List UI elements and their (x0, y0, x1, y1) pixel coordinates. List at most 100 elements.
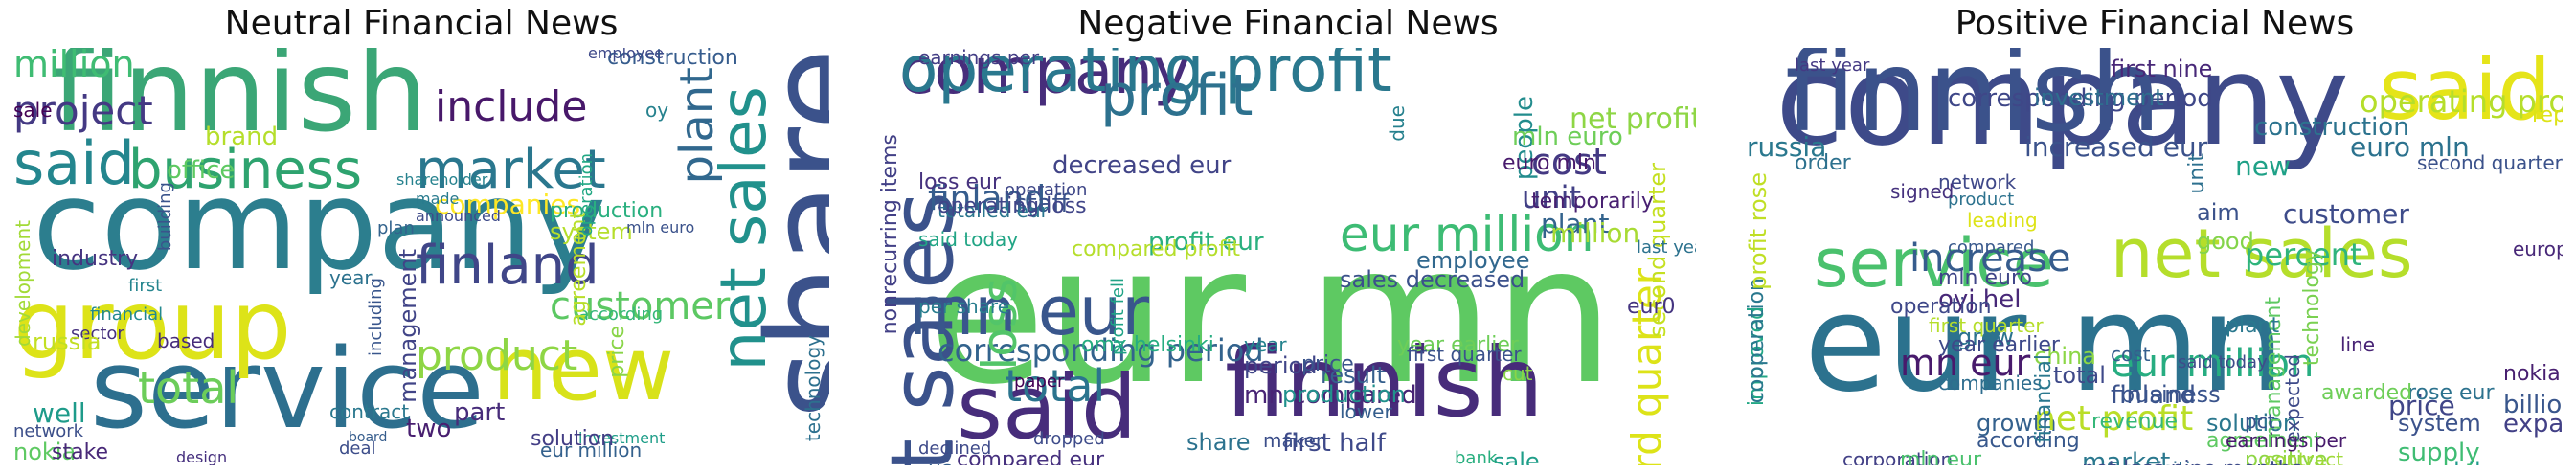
cloud-word: sales decreased (1340, 266, 1525, 293)
cloud-word: eur million (540, 439, 643, 462)
cloud-word: system (550, 218, 633, 245)
cloud-word: new (492, 318, 675, 420)
cloud-word: china (2034, 343, 2096, 370)
cloud-word: revenue (2091, 410, 2179, 434)
cloud-word: product (1948, 190, 2015, 210)
cloud-word: increased eur (2024, 131, 2208, 163)
cloud-word: companies (1938, 372, 2043, 394)
cloud-word: new (2235, 150, 2291, 182)
panel-title: Neutral Financial News (224, 4, 619, 43)
cloud-word: year (329, 266, 373, 289)
cloud-word: deal (339, 439, 376, 459)
cloud-word: operating profit (899, 48, 1392, 106)
cloud-word: mobile (2417, 460, 2495, 465)
cloud-word: investment (2034, 84, 2164, 111)
cloud-word: office (167, 156, 236, 185)
cloud-word: compared profit (1072, 237, 1240, 261)
cloud-word: building (155, 182, 175, 252)
cloud-word: net loss nine months (2082, 460, 2302, 466)
cloud-word: contract (2264, 448, 2344, 465)
cloud-word: percent (2245, 236, 2362, 273)
cloud-word: including (366, 278, 386, 356)
cloud-word: mln euro (1512, 123, 1623, 151)
cloud-word: good (2197, 228, 2254, 255)
cloud-word: service (1814, 224, 2054, 303)
cloud-word: technology (802, 335, 825, 442)
cloud-word: oyj hel (1938, 285, 2022, 314)
cloud-word: eur million (1340, 207, 1594, 262)
cloud-word: construction (607, 48, 738, 70)
cloud-word: share (1186, 429, 1251, 456)
cloud-word: company (33, 152, 607, 298)
cloud-word: cost (1531, 141, 1607, 183)
cloud-word: said (2379, 48, 2552, 139)
cloud-word: profit eur (1148, 228, 1264, 257)
cloud-word: customer (550, 284, 731, 328)
cloud-word: industry (52, 247, 139, 271)
cloud-word: design (176, 448, 228, 465)
cloud-word: plant (1541, 208, 1610, 239)
cloud-word: group (13, 269, 292, 381)
cloud-word: result (1321, 362, 1386, 389)
cloud-word: pct (2245, 410, 2275, 433)
cloud-word: signed (1890, 180, 1955, 203)
cloud-word: due (1386, 105, 1409, 142)
cloud-word: network (1938, 170, 2017, 193)
cloud-word: rose eur (2407, 381, 2495, 405)
cloud-word: finnish (1225, 327, 1545, 439)
cloud-word: finland (2111, 381, 2196, 410)
wordcloud-panel-negative: Negative Financial News company eur mn fin… (867, 0, 1709, 473)
cloud-word: said (13, 128, 135, 198)
cloud-word: per share (918, 295, 1010, 318)
cloud-word: nokia (13, 439, 77, 465)
cloud-word: omx helsinki (1081, 333, 1214, 357)
cloud-word: us (928, 460, 952, 466)
cloud-word: mn eur (909, 272, 1150, 350)
cloud-word: decreased eur (1052, 151, 1232, 180)
cloud-word: report (2532, 103, 2563, 127)
cloud-word: nokia (2503, 362, 2561, 386)
cloud-word: operating loss (938, 194, 1087, 218)
cloud-word: first (128, 276, 163, 296)
cloud-word: mln euro (1938, 266, 2032, 290)
cloud-word: mln euro (626, 218, 695, 236)
cloud-word: companies (435, 189, 581, 220)
cloud-word: second quarter (2417, 151, 2563, 174)
cloud-word: dropped (1033, 429, 1105, 449)
cloud-word: net sales (2111, 214, 2413, 293)
cloud-word: include (435, 82, 588, 131)
word-cloud: company eur mn finnish operating profit said… (880, 48, 1696, 465)
cloud-word: supply (2398, 439, 2480, 465)
cloud-word: agreement (2206, 429, 2322, 453)
cloud-word: grew (1957, 324, 2014, 350)
cloud-word: operating profit (2360, 83, 2563, 120)
cloud-word: eur million (2111, 342, 2315, 386)
cloud-word: operation (1890, 295, 1992, 319)
cloud-word: nonrecurring items (880, 134, 902, 335)
cloud-word: total (2053, 362, 2106, 389)
cloud-word: line (2340, 333, 2376, 356)
cloud-word: aim (2197, 199, 2240, 226)
cloud-word: market (416, 139, 606, 201)
cloud-word: loss eur (918, 170, 1002, 194)
cloud-word: cooperation (1747, 278, 1769, 404)
cloud-word: plant (2226, 314, 2280, 338)
cloud-word: cut (1503, 362, 1533, 385)
cloud-word: business (2120, 381, 2221, 408)
cloud-word: million (1550, 217, 1640, 249)
cloud-word: temporarily (1531, 190, 1654, 214)
cloud-word: total (1005, 360, 1106, 412)
cloud-word: plan (377, 218, 415, 238)
cloud-word: loss (972, 278, 1028, 371)
cloud-word: totalled eur (938, 199, 1049, 222)
cloud-word: earnings per (2226, 429, 2347, 452)
cloud-word: price (1301, 352, 1354, 376)
word-cloud: company eur mn finnish said service net sales… (1747, 48, 2563, 465)
cloud-word: euro mln (1503, 151, 1596, 175)
cloud-word: leading (1967, 209, 2038, 232)
cloud-word: unit (2185, 153, 2209, 194)
cloud-word: cost (2111, 343, 2151, 366)
cloud-word: paper (1014, 372, 1065, 392)
wordcloud-panel-neutral: Neutral Financial News finnish company ser… (0, 0, 843, 473)
cloud-word: solution (2206, 410, 2298, 437)
